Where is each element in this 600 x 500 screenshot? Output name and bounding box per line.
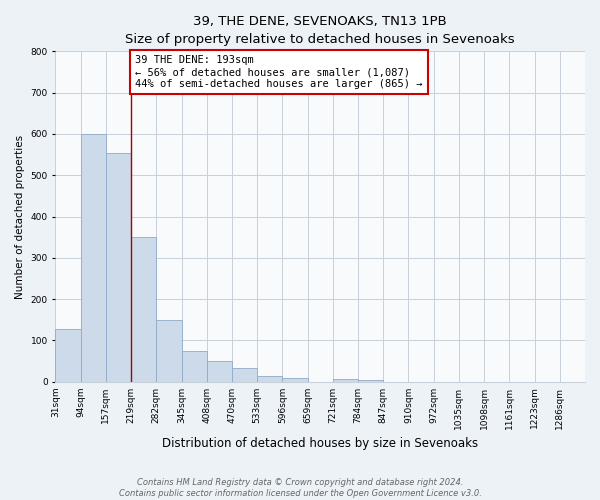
Bar bbox=[131, 237, 157, 382]
Bar bbox=[157, 320, 182, 382]
Bar bbox=[106, 152, 131, 382]
Bar bbox=[257, 376, 283, 382]
Bar bbox=[80, 134, 106, 382]
Text: Contains HM Land Registry data © Crown copyright and database right 2024.
Contai: Contains HM Land Registry data © Crown c… bbox=[119, 478, 481, 498]
Bar bbox=[55, 329, 80, 382]
Bar bbox=[182, 350, 207, 382]
Bar bbox=[358, 380, 383, 382]
Bar bbox=[333, 379, 358, 382]
Bar bbox=[283, 378, 308, 382]
Bar bbox=[207, 361, 232, 382]
X-axis label: Distribution of detached houses by size in Sevenoaks: Distribution of detached houses by size … bbox=[162, 437, 478, 450]
Y-axis label: Number of detached properties: Number of detached properties bbox=[15, 134, 25, 298]
Bar bbox=[232, 368, 257, 382]
Title: 39, THE DENE, SEVENOAKS, TN13 1PB
Size of property relative to detached houses i: 39, THE DENE, SEVENOAKS, TN13 1PB Size o… bbox=[125, 15, 515, 46]
Text: 39 THE DENE: 193sqm
← 56% of detached houses are smaller (1,087)
44% of semi-det: 39 THE DENE: 193sqm ← 56% of detached ho… bbox=[135, 56, 422, 88]
